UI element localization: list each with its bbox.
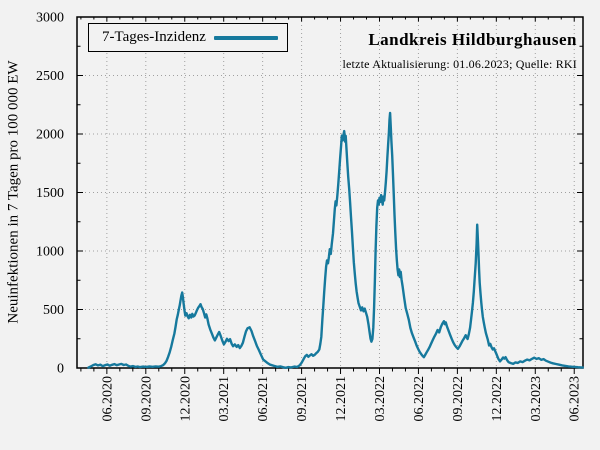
svg-text:12.2021: 12.2021 <box>334 376 349 422</box>
chart-subtitle: letzte Aktualisierung: 01.06.2023; Quell… <box>342 57 577 71</box>
incidence-line <box>87 111 584 369</box>
svg-text:12.2020: 12.2020 <box>178 376 193 422</box>
svg-text:06.2022: 06.2022 <box>412 376 427 422</box>
svg-text:06.2020: 06.2020 <box>100 376 115 422</box>
svg-text:06.2021: 06.2021 <box>256 376 271 422</box>
chart-title: Landkreis Hildburghausen <box>368 30 577 49</box>
axis-tick-labels: 0 500 1000 1500 2000 2500 3000 06.2020 09.2020 12… <box>36 11 583 422</box>
svg-text:09.2021: 09.2021 <box>295 376 310 422</box>
svg-text:0: 0 <box>57 362 64 377</box>
svg-text:1000: 1000 <box>36 245 64 260</box>
svg-text:12.2022: 12.2022 <box>490 376 505 422</box>
svg-text:03.2023: 03.2023 <box>529 376 544 422</box>
legend-box: 7-Tages-Inzidenz <box>88 23 288 52</box>
svg-text:1500: 1500 <box>36 186 64 201</box>
svg-text:03.2021: 03.2021 <box>217 376 232 422</box>
svg-text:09.2020: 09.2020 <box>139 376 154 422</box>
chart-header: Landkreis Hildburghausen letzte Aktualis… <box>343 31 578 72</box>
svg-text:2000: 2000 <box>36 128 64 143</box>
svg-text:06.2023: 06.2023 <box>568 376 583 422</box>
svg-text:09.2022: 09.2022 <box>451 376 466 422</box>
plot-border <box>76 16 584 369</box>
legend-label: 7-Tages-Inzidenz <box>102 29 206 45</box>
svg-text:3000: 3000 <box>36 11 64 26</box>
y-axis-label: Neuinfektionen in 7 Tagen pro 100 000 EW <box>5 60 22 324</box>
legend-line-sample <box>214 35 278 40</box>
svg-text:500: 500 <box>43 303 64 318</box>
svg-text:2500: 2500 <box>36 69 64 84</box>
svg-text:03.2022: 03.2022 <box>373 376 388 422</box>
